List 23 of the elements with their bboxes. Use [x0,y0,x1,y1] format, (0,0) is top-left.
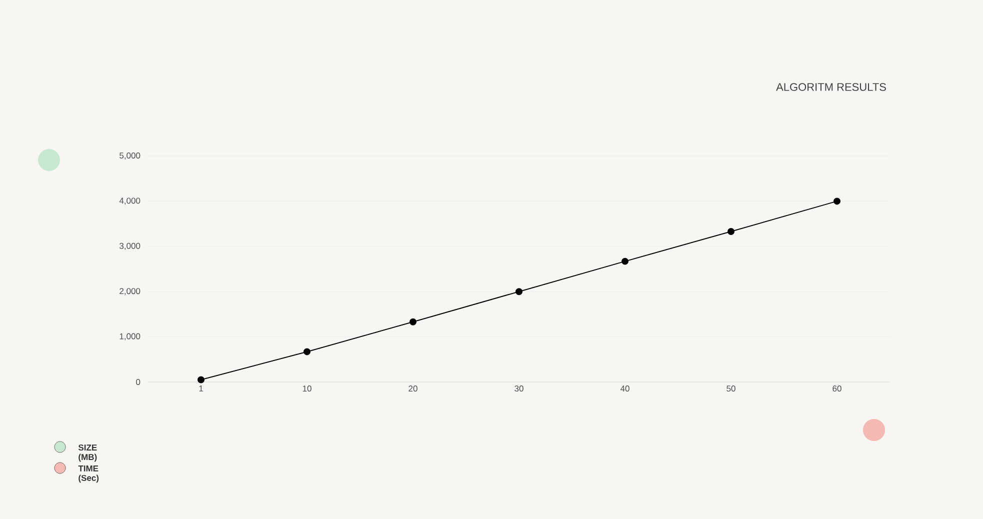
x-tick-label: 10 [302,386,312,392]
point [622,258,628,265]
x-tick-label: 50 [726,386,736,392]
y-tick-label: 5,000 [120,152,140,160]
x-tick-label: 20 [408,386,418,392]
text: SIZE (MB) [78,444,97,462]
point [516,288,523,296]
x-tick-label: 60 [832,386,842,392]
point [198,376,205,384]
text: TIME (Sec) [78,466,99,483]
chart-title: ALGORITM RESULTS [776,83,886,91]
x-tick-label: 40 [620,386,630,392]
point [728,228,734,235]
y-tick-label: 2,000 [120,288,140,296]
y-tick-label: 1,000 [120,333,140,340]
y-tick-label: 4,000 [119,198,140,205]
x-tick-label: 1 [199,386,203,392]
y-tick-label: 0 [136,378,140,385]
point [834,198,840,205]
point [410,318,417,326]
point [304,348,311,356]
y-tick-label: 3,000 [120,242,140,250]
x-tick-label: 30 [514,386,524,392]
